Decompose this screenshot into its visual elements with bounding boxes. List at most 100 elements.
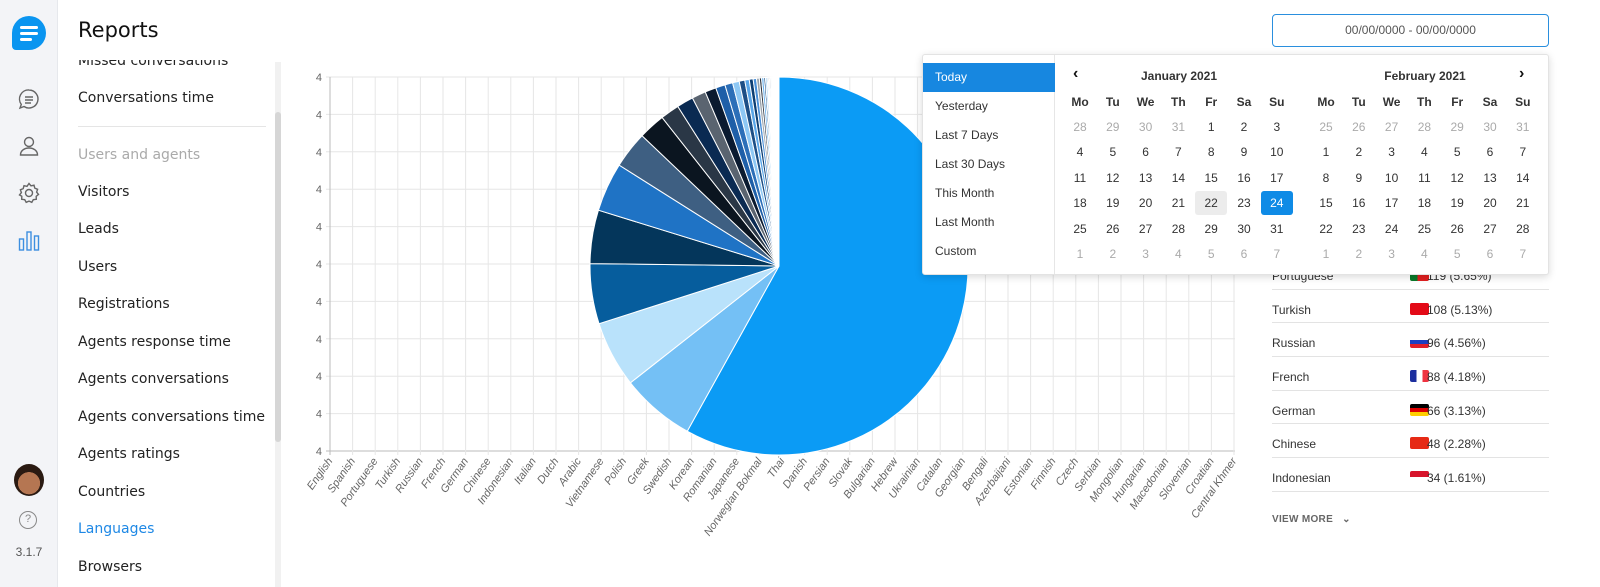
calendar-day[interactable]: 26 [1450,221,1464,236]
calendar-day[interactable]: 12 [1106,170,1120,185]
calendar-day[interactable]: 8 [1322,170,1330,185]
calendar-day[interactable]: 11 [1418,170,1431,185]
calendar-day[interactable]: 26 [1352,120,1366,134]
calendar-day[interactable]: 1 [1207,120,1215,134]
calendar-day[interactable]: 28 [1171,221,1186,236]
calendar-day[interactable]: 31 [1270,221,1284,236]
preset-yesterday[interactable]: Yesterday [935,99,988,113]
menu-item-registrations[interactable]: Registrations [78,296,170,312]
reports-icon[interactable] [14,225,44,255]
next-month-icon[interactable]: › [1519,65,1525,82]
calendar-day[interactable]: 27 [1483,221,1497,236]
calendar-day[interactable]: 7 [1519,145,1527,160]
calendar-day[interactable]: 27 [1384,120,1399,134]
calendar-day[interactable]: 9 [1355,170,1363,185]
calendar-day[interactable]: 3 [1388,145,1395,160]
calendar-day[interactable]: 4 [1076,145,1084,160]
preset-last-month[interactable]: Last Month [935,215,995,229]
calendar-day[interactable]: 11 [1073,170,1087,185]
calendar-day[interactable]: 19 [1106,196,1120,211]
calendar-day[interactable]: 30 [1237,221,1251,236]
calendar-day[interactable]: 4 [1421,145,1428,160]
calendar-day[interactable]: 25 [1319,120,1333,134]
calendar-day[interactable]: 17 [1270,170,1284,185]
calendar-day[interactable]: 6 [1486,247,1494,261]
calendar-day[interactable]: 23 [1352,221,1366,236]
calendar-day[interactable]: 2 [1240,120,1248,134]
menu-item-languages[interactable]: Languages [78,521,155,537]
menu-item-agents-conversations[interactable]: Agents conversations [78,371,229,387]
menu-item-agents-conversations-time[interactable]: Agents conversations time [78,409,266,425]
calendar-day[interactable]: 20 [1483,196,1497,211]
calendar-day[interactable]: 29 [1106,120,1120,134]
calendar-day[interactable]: 1 [1076,247,1084,261]
calendar-day[interactable]: 22 [1195,191,1228,216]
calendar-day[interactable]: 2 [1355,247,1363,261]
menu-item-users[interactable]: Users [78,259,118,275]
preset-last-30-days[interactable]: Last 30 Days [935,157,1006,171]
calendar-day[interactable]: 29 [1204,221,1218,236]
view-more-button[interactable]: VIEW MORE ⌄ [1272,514,1351,525]
calendar-day[interactable]: 22 [1319,221,1333,236]
calendar-day[interactable]: 1 [1322,145,1330,160]
calendar-day[interactable]: 19 [1450,196,1464,211]
calendar-day[interactable]: 4 [1175,247,1182,261]
scrollbar-thumb[interactable] [275,112,281,442]
calendar-day[interactable]: 2 [1355,145,1363,160]
calendar-day[interactable]: 17 [1384,196,1399,211]
calendar-day[interactable]: 10 [1270,145,1284,160]
user-icon[interactable] [14,131,44,161]
calendar-day[interactable]: 27 [1138,221,1153,236]
calendar-day[interactable]: 4 [1421,247,1428,261]
menu-item-agents-ratings[interactable]: Agents ratings [78,446,180,462]
calendar-day[interactable]: 25 [1417,221,1432,236]
calendar-day[interactable]: 8 [1207,145,1215,160]
calendar-day[interactable]: 7 [1273,247,1281,261]
preset-this-month[interactable]: This Month [935,186,995,200]
calendar-day[interactable]: 5 [1207,247,1215,261]
calendar-day[interactable]: 7 [1519,247,1527,261]
menu-item-visitors[interactable]: Visitors [78,184,130,200]
calendar-day[interactable]: 5 [1453,145,1461,160]
date-range-input[interactable]: 00/00/0000 - 00/00/0000 [1272,14,1549,47]
calendar-day[interactable]: 30 [1483,120,1497,134]
calendar-day[interactable]: 6 [1240,247,1248,261]
calendar-day[interactable]: 1 [1322,247,1330,261]
menu-item-agents-response-time[interactable]: Agents response time [78,334,231,350]
calendar-day[interactable]: 14 [1516,170,1530,185]
calendar-day[interactable]: 3 [1142,247,1149,261]
settings-icon[interactable] [14,178,44,208]
conversations-icon[interactable] [14,84,44,114]
menu-item-missed-conversations[interactable]: Missed conversations [78,60,229,69]
calendar-day[interactable]: 16 [1237,170,1251,185]
calendar-day[interactable]: 20 [1138,196,1153,211]
help-icon[interactable]: ? [19,511,37,529]
calendar-day[interactable]: 28 [1073,120,1087,134]
calendar-day[interactable]: 26 [1106,221,1120,236]
calendar-day[interactable]: 15 [1319,196,1333,211]
calendar-day[interactable]: 31 [1516,120,1530,134]
calendar-day[interactable]: 28 [1516,221,1530,236]
calendar-day[interactable]: 2 [1109,247,1117,261]
avatar[interactable] [14,464,44,496]
calendar-day[interactable]: 28 [1417,120,1432,134]
preset-today[interactable]: Today [923,63,1055,92]
preset-custom[interactable]: Custom [935,244,977,258]
calendar-day[interactable]: 13 [1138,170,1153,185]
calendar-day[interactable]: 10 [1384,170,1399,185]
calendar-day[interactable]: 18 [1073,196,1087,211]
calendar-day[interactable]: 30 [1138,120,1153,134]
calendar-day[interactable]: 6 [1142,145,1149,160]
calendar-day[interactable]: 3 [1273,120,1281,134]
menu-item-leads[interactable]: Leads [78,221,119,237]
menu-item-browsers[interactable]: Browsers [78,559,143,575]
calendar-day[interactable]: 3 [1388,247,1395,261]
calendar-day[interactable]: 5 [1453,247,1461,261]
calendar-day[interactable]: 24 [1260,191,1293,216]
calendar-day[interactable]: 15 [1204,170,1218,185]
calendar-day[interactable]: 13 [1483,170,1497,185]
calendar-day[interactable]: 16 [1352,196,1366,211]
calendar-day[interactable]: 23 [1237,196,1251,211]
calendar-day[interactable]: 6 [1486,145,1494,160]
calendar-day[interactable]: 7 [1175,145,1182,160]
